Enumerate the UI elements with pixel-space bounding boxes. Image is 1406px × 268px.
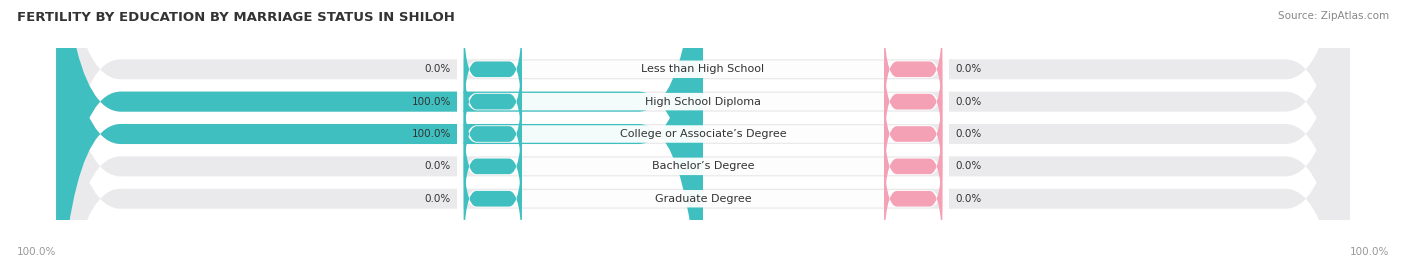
FancyBboxPatch shape [56,0,1350,268]
FancyBboxPatch shape [884,77,942,191]
FancyBboxPatch shape [464,77,522,191]
Text: 0.0%: 0.0% [425,194,451,204]
FancyBboxPatch shape [56,0,703,268]
Text: 0.0%: 0.0% [425,161,451,171]
Text: Source: ZipAtlas.com: Source: ZipAtlas.com [1278,11,1389,21]
FancyBboxPatch shape [457,13,949,190]
FancyBboxPatch shape [56,0,1350,268]
FancyBboxPatch shape [56,0,1350,268]
Text: 0.0%: 0.0% [425,64,451,74]
FancyBboxPatch shape [884,142,942,256]
FancyBboxPatch shape [464,45,522,159]
FancyBboxPatch shape [464,12,522,126]
Text: 100.0%: 100.0% [17,247,56,257]
Text: FERTILITY BY EDUCATION BY MARRIAGE STATUS IN SHILOH: FERTILITY BY EDUCATION BY MARRIAGE STATU… [17,11,454,24]
Text: High School Diploma: High School Diploma [645,97,761,107]
Text: Bachelor’s Degree: Bachelor’s Degree [652,161,754,171]
FancyBboxPatch shape [457,78,949,255]
Text: 100.0%: 100.0% [412,129,451,139]
Text: 0.0%: 0.0% [955,129,981,139]
FancyBboxPatch shape [56,0,1350,268]
Text: Graduate Degree: Graduate Degree [655,194,751,204]
Text: 0.0%: 0.0% [955,161,981,171]
Text: College or Associate’s Degree: College or Associate’s Degree [620,129,786,139]
Text: 0.0%: 0.0% [955,64,981,74]
FancyBboxPatch shape [56,0,703,268]
FancyBboxPatch shape [884,45,942,159]
FancyBboxPatch shape [457,46,949,222]
FancyBboxPatch shape [884,109,942,223]
Text: Less than High School: Less than High School [641,64,765,74]
FancyBboxPatch shape [464,142,522,256]
FancyBboxPatch shape [884,12,942,126]
FancyBboxPatch shape [457,110,949,268]
Text: 0.0%: 0.0% [955,97,981,107]
Text: 100.0%: 100.0% [412,97,451,107]
FancyBboxPatch shape [56,0,1350,268]
Text: 100.0%: 100.0% [1350,247,1389,257]
FancyBboxPatch shape [457,0,949,158]
Text: 0.0%: 0.0% [955,194,981,204]
FancyBboxPatch shape [464,109,522,223]
